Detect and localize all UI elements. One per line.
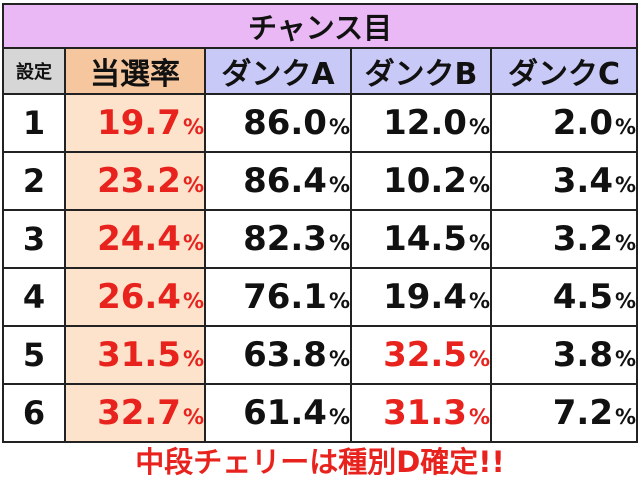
dunk-a-cell: 61.4% bbox=[204, 383, 352, 443]
table-row: 3 24.4% 82.3% 14.5% 3.2% bbox=[2, 209, 639, 269]
dunk-c-cell: 3.2% bbox=[489, 209, 639, 269]
dunk-c-value: 4.5 bbox=[552, 277, 613, 317]
dunk-a-cell: 63.8% bbox=[204, 325, 352, 385]
dunk-a-cell: 82.3% bbox=[204, 209, 352, 269]
rate-value: 24.4 bbox=[97, 219, 181, 259]
percent-sign: % bbox=[182, 231, 204, 255]
rate-cell: 23.2% bbox=[64, 151, 206, 211]
dunk-c-value: 3.2 bbox=[552, 219, 613, 259]
table-row: 4 26.4% 76.1% 19.4% 4.5% bbox=[2, 267, 639, 327]
percent-sign: % bbox=[328, 289, 350, 313]
setting-number: 1 bbox=[2, 93, 66, 153]
percent-sign: % bbox=[468, 347, 490, 371]
header-rate: 当選率 bbox=[64, 47, 206, 95]
dunk-b-cell: 14.5% bbox=[350, 209, 492, 269]
dunk-b-value: 32.5 bbox=[383, 335, 467, 375]
percent-sign: % bbox=[182, 405, 204, 429]
percent-sign: % bbox=[615, 347, 637, 371]
dunk-a-value: 63.8 bbox=[243, 335, 327, 375]
setting-number: 4 bbox=[2, 267, 66, 327]
dunk-c-cell: 4.5% bbox=[489, 267, 639, 327]
percent-sign: % bbox=[182, 115, 204, 139]
percent-sign: % bbox=[615, 173, 637, 197]
dunk-b-cell: 31.3% bbox=[350, 383, 492, 443]
percent-sign: % bbox=[468, 289, 490, 313]
dunk-b-cell: 12.0% bbox=[350, 93, 492, 153]
percent-sign: % bbox=[182, 173, 204, 197]
dunk-c-value: 7.2 bbox=[552, 393, 613, 433]
percent-sign: % bbox=[328, 115, 350, 139]
dunk-a-value: 82.3 bbox=[243, 219, 327, 259]
percent-sign: % bbox=[468, 115, 490, 139]
dunk-b-value: 12.0 bbox=[383, 103, 467, 143]
setting-number: 3 bbox=[2, 209, 66, 269]
table-row: 1 19.7% 86.0% 12.0% 2.0% bbox=[2, 93, 639, 153]
dunk-c-value: 3.8 bbox=[552, 335, 613, 375]
footer-note: 中段チェリーは種別D確定!! bbox=[135, 445, 505, 479]
rate-cell: 31.5% bbox=[64, 325, 206, 385]
dunk-c-cell: 3.8% bbox=[489, 325, 639, 385]
percent-sign: % bbox=[468, 231, 490, 255]
percent-sign: % bbox=[468, 173, 490, 197]
percent-sign: % bbox=[615, 289, 637, 313]
setting-number: 6 bbox=[2, 383, 66, 443]
rate-value: 19.7 bbox=[97, 103, 181, 143]
dunk-a-value: 76.1 bbox=[243, 277, 327, 317]
table-row: 6 32.7% 61.4% 31.3% 7.2% bbox=[2, 383, 639, 443]
chance-table: チャンス目 設定 当選率 ダンクA ダンクB ダンクC 1 19.7% 86.0… bbox=[1, 3, 639, 443]
percent-sign: % bbox=[615, 231, 637, 255]
dunk-b-value: 19.4 bbox=[383, 277, 467, 317]
percent-sign: % bbox=[182, 289, 204, 313]
header-dunk-a: ダンクA bbox=[204, 47, 352, 95]
dunk-a-value: 86.0 bbox=[243, 103, 327, 143]
dunk-a-cell: 86.0% bbox=[204, 93, 352, 153]
setting-number: 2 bbox=[2, 151, 66, 211]
header-dunk-c: ダンクC bbox=[489, 47, 639, 95]
percent-sign: % bbox=[182, 347, 204, 371]
percent-sign: % bbox=[328, 347, 350, 371]
percent-sign: % bbox=[468, 405, 490, 429]
rate-cell: 26.4% bbox=[64, 267, 206, 327]
dunk-b-value: 10.2 bbox=[383, 161, 467, 201]
percent-sign: % bbox=[615, 405, 637, 429]
dunk-c-value: 3.4 bbox=[552, 161, 613, 201]
percent-sign: % bbox=[615, 115, 637, 139]
dunk-b-value: 31.3 bbox=[383, 393, 467, 433]
dunk-a-value: 86.4 bbox=[243, 161, 327, 201]
rate-cell: 19.7% bbox=[64, 93, 206, 153]
dunk-c-cell: 2.0% bbox=[489, 93, 639, 153]
table-row: 2 23.2% 86.4% 10.2% 3.4% bbox=[2, 151, 639, 211]
table-row: 5 31.5% 63.8% 32.5% 3.8% bbox=[2, 325, 639, 385]
header-setting: 設定 bbox=[2, 47, 66, 95]
dunk-b-cell: 32.5% bbox=[350, 325, 492, 385]
dunk-b-cell: 10.2% bbox=[350, 151, 492, 211]
dunk-a-value: 61.4 bbox=[243, 393, 327, 433]
percent-sign: % bbox=[328, 405, 350, 429]
dunk-b-value: 14.5 bbox=[383, 219, 467, 259]
dunk-c-value: 2.0 bbox=[552, 103, 613, 143]
percent-sign: % bbox=[328, 173, 350, 197]
setting-number: 5 bbox=[2, 325, 66, 385]
header-dunk-b: ダンクB bbox=[350, 47, 492, 95]
dunk-a-cell: 86.4% bbox=[204, 151, 352, 211]
dunk-c-cell: 7.2% bbox=[489, 383, 639, 443]
rate-cell: 32.7% bbox=[64, 383, 206, 443]
dunk-c-cell: 3.4% bbox=[489, 151, 639, 211]
rate-value: 31.5 bbox=[97, 335, 181, 375]
table-title: チャンス目 bbox=[1, 3, 639, 49]
rate-value: 23.2 bbox=[97, 161, 181, 201]
percent-sign: % bbox=[328, 231, 350, 255]
rate-cell: 24.4% bbox=[64, 209, 206, 269]
rate-value: 26.4 bbox=[97, 277, 181, 317]
rate-value: 32.7 bbox=[97, 393, 181, 433]
dunk-a-cell: 76.1% bbox=[204, 267, 352, 327]
dunk-b-cell: 19.4% bbox=[350, 267, 492, 327]
